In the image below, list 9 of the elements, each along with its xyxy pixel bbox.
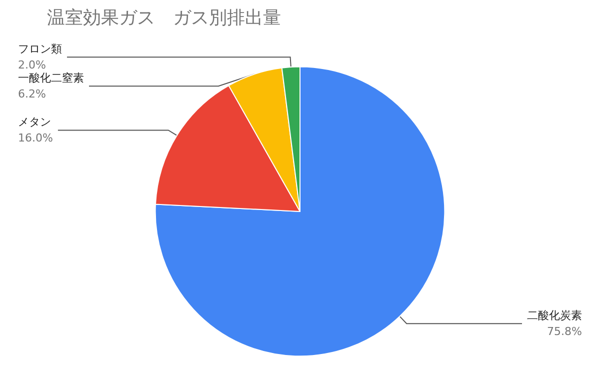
chart-title: 温室効果ガス ガス別排出量	[47, 8, 281, 28]
data-label: 75.8%	[547, 325, 582, 338]
slice-label: 一酸化二窒素	[18, 72, 84, 85]
slice-label: フロン類	[18, 42, 62, 56]
slice-label: 二酸化炭素	[527, 309, 582, 322]
data-label: 16.0%	[18, 132, 53, 145]
slice-label: メタン	[18, 116, 51, 129]
data-label: 6.2%	[18, 88, 46, 101]
data-label: 2.0%	[18, 58, 46, 72]
